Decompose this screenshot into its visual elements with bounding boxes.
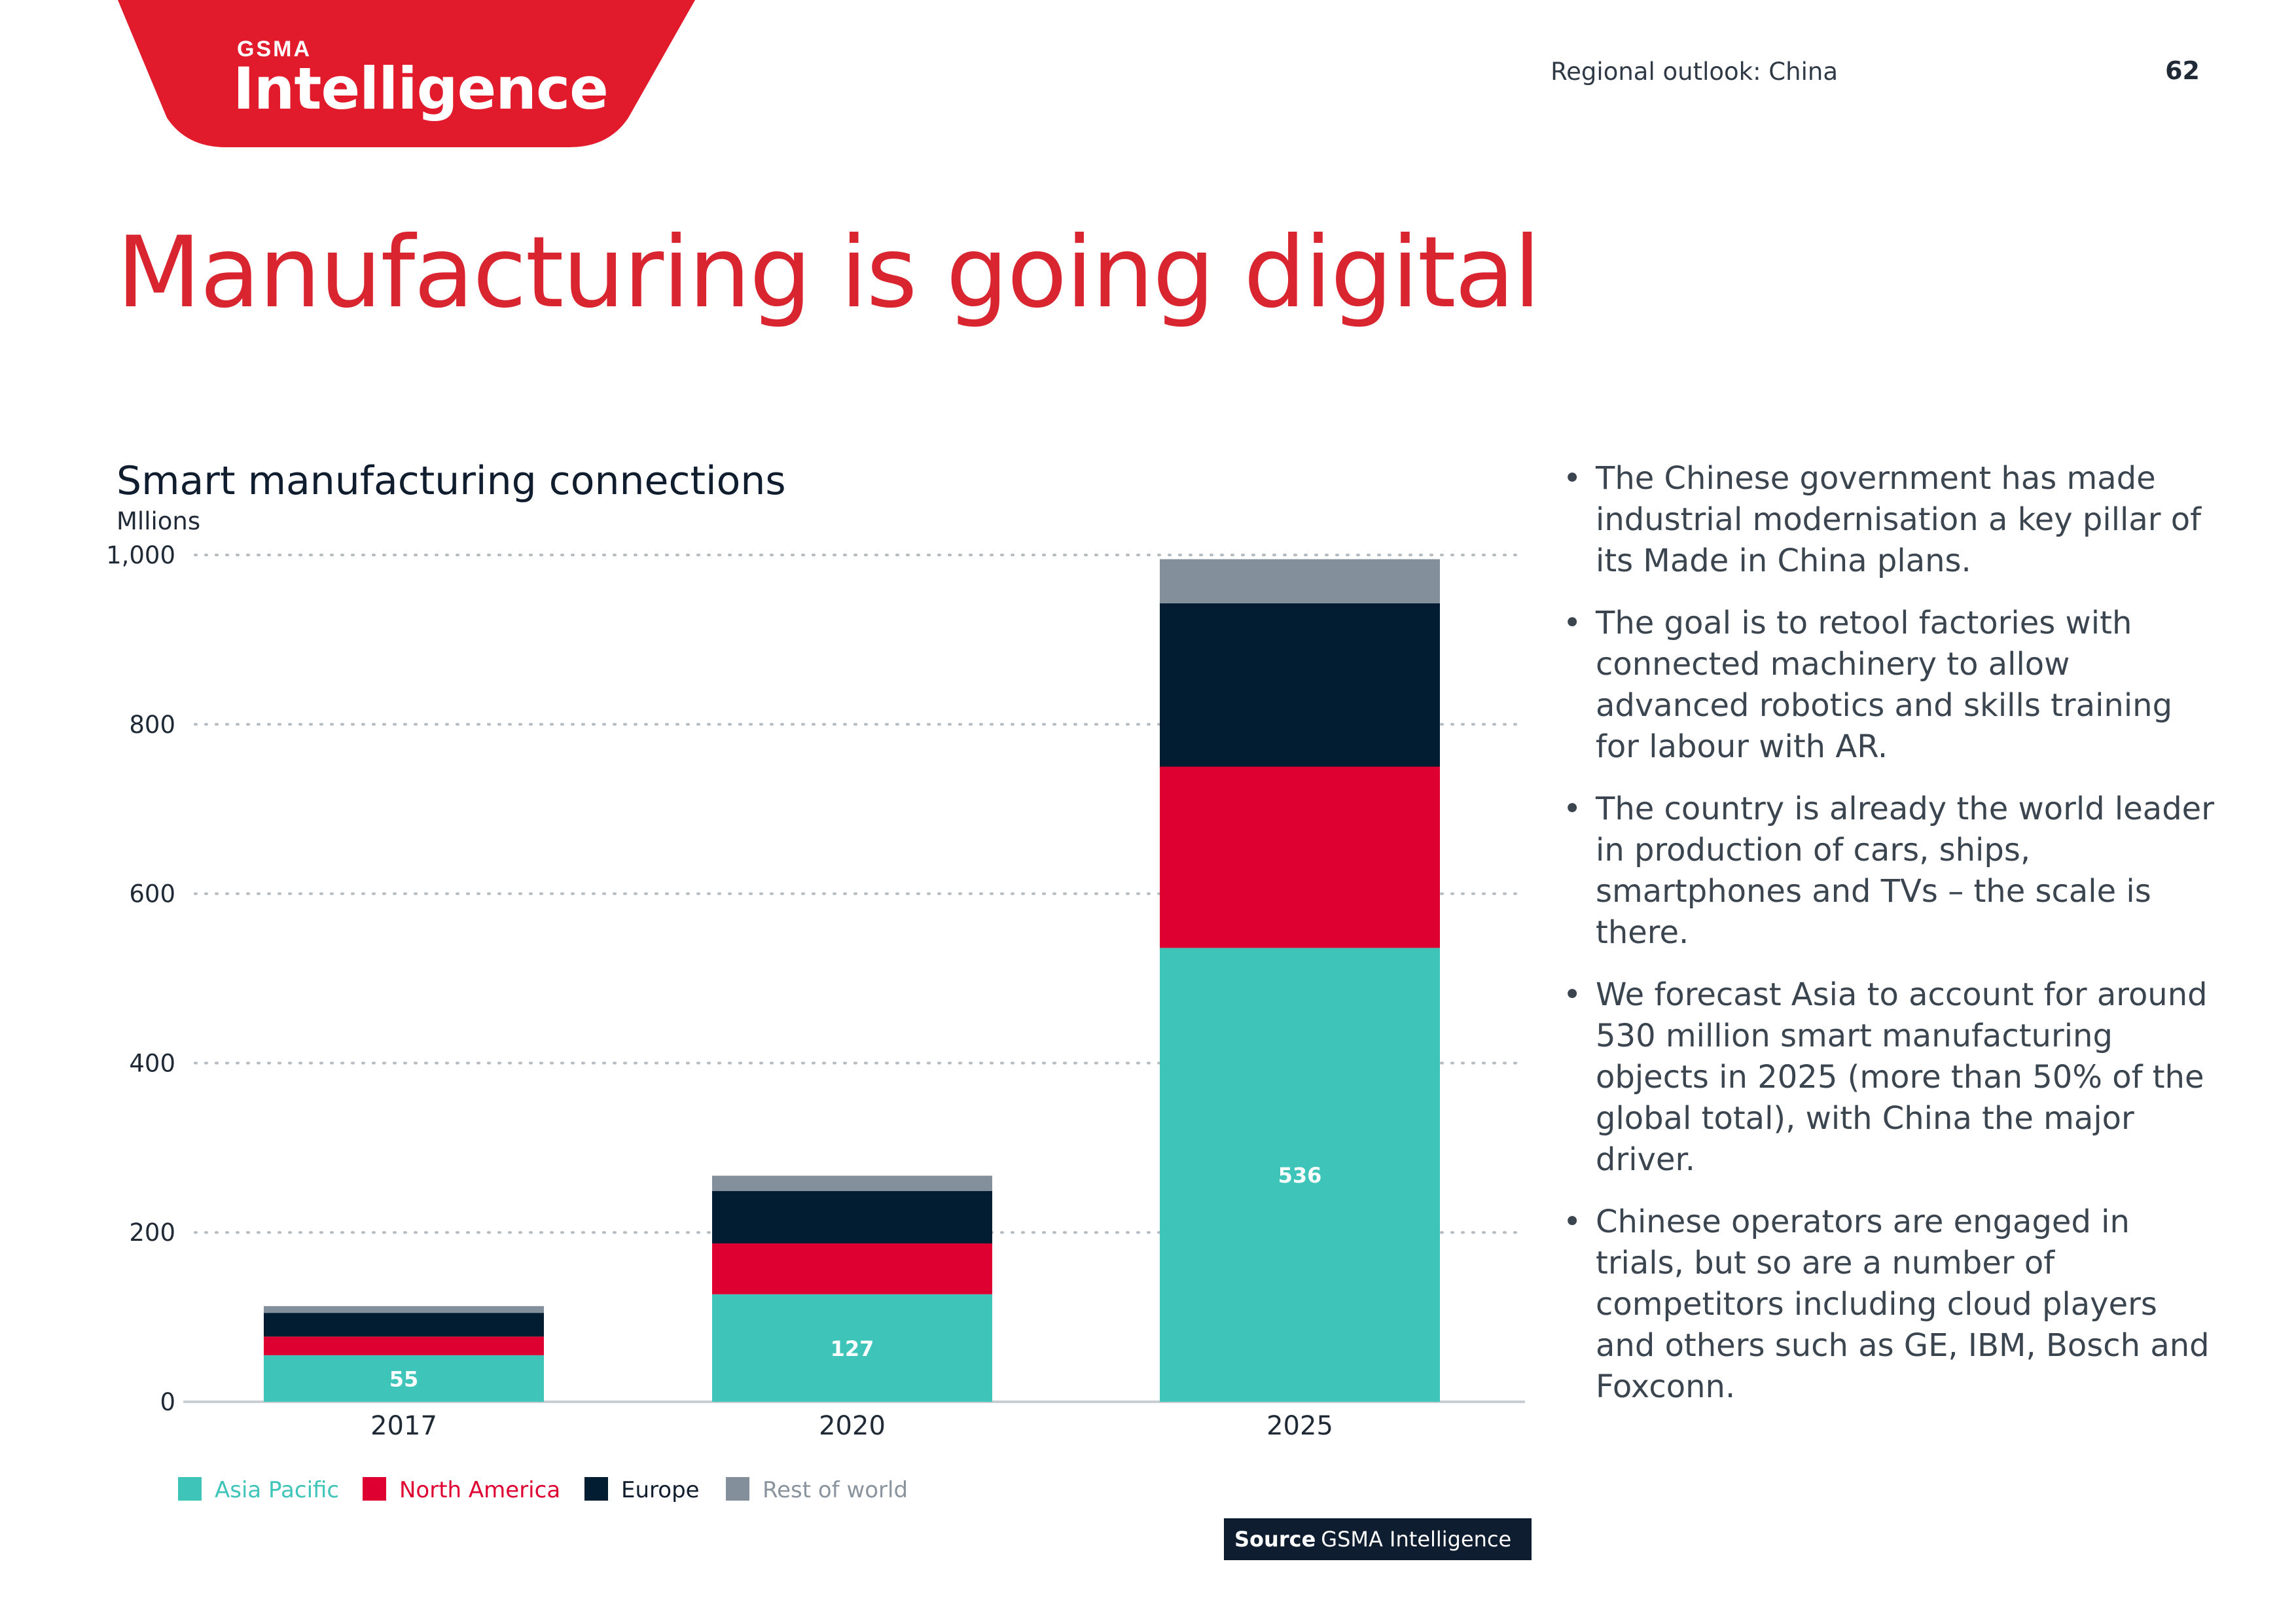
bullet-text: We forecast Asia to account for around 5… xyxy=(1596,976,2208,1178)
bullet-dot-icon: • xyxy=(1563,605,1582,641)
bullet-dot-icon: • xyxy=(1563,976,1582,1013)
logo-small-text: GSMA xyxy=(237,37,312,62)
chart-y-units: Mllions xyxy=(117,507,201,535)
bar-segment xyxy=(1160,948,1440,1402)
bar-segment xyxy=(264,1306,544,1313)
legend-swatch xyxy=(178,1477,202,1501)
y-tick-label: 400 xyxy=(129,1049,175,1077)
bar-segment xyxy=(712,1190,992,1244)
bar-segment xyxy=(264,1355,544,1402)
bullet-text: The country is already the world leader … xyxy=(1596,791,2214,951)
logo-banner-shape xyxy=(118,0,695,147)
bullet-dot-icon: • xyxy=(1563,460,1582,497)
bar-segment xyxy=(712,1243,992,1294)
bullet-item: • The Chinese government has made industr… xyxy=(1563,458,2217,582)
bullet-item: • Chinese operators are engaged in trials… xyxy=(1563,1202,2217,1408)
bar-value-label: 55 xyxy=(389,1366,419,1391)
legend-label: Rest of world xyxy=(762,1477,908,1503)
legend-swatch xyxy=(726,1477,749,1501)
source-box: Source GSMA Intelligence xyxy=(1224,1518,1532,1560)
page-title: Manufacturing is going digital xyxy=(117,216,1541,330)
bar-segment xyxy=(712,1294,992,1402)
bar-segment xyxy=(1160,766,1440,948)
source-label: Source xyxy=(1234,1527,1316,1552)
bar-segment xyxy=(1160,603,1440,767)
bullet-dot-icon: • xyxy=(1563,791,1582,827)
x-tick-label: 2017 xyxy=(370,1411,437,1441)
page-number: 62 xyxy=(2165,56,2200,85)
bar-value-label: 127 xyxy=(831,1336,874,1361)
bullet-list: • The Chinese government has made industr… xyxy=(1563,458,2217,1429)
legend-label: North America xyxy=(399,1477,560,1503)
y-tick-label: 800 xyxy=(129,711,175,739)
y-tick-label: 600 xyxy=(129,880,175,908)
logo-banner-bg xyxy=(118,0,695,147)
labels-layer: 0 200 400 600 800 1,000 55 2017 127 2020 536 2025 xyxy=(106,541,1333,1441)
bullet-text: The goal is to retool factories with con… xyxy=(1596,605,2173,765)
bullet-text: The Chinese government has made industri… xyxy=(1596,460,2202,579)
x-tick-label: 2025 xyxy=(1266,1411,1333,1441)
bar-segment xyxy=(264,1336,544,1355)
logo-big-text: Intelligence xyxy=(233,55,609,122)
y-tick-label: 1,000 xyxy=(106,541,175,569)
source-text: GSMA Intelligence xyxy=(1321,1527,1512,1552)
bullet-item: • We forecast Asia to account for around … xyxy=(1563,974,2217,1181)
bullet-dot-icon: • xyxy=(1563,1204,1582,1240)
legend-label: Asia Pacific xyxy=(215,1477,339,1503)
legend-swatch xyxy=(584,1477,608,1501)
chart-title: Smart manufacturing connections xyxy=(117,458,786,504)
stacked-bar-chart: 0 200 400 600 800 1,000 55 2017 127 2020 536 2025 A… xyxy=(106,541,1526,1503)
y-tick-label: 200 xyxy=(129,1219,175,1247)
bar-segment xyxy=(1160,559,1440,603)
y-tick-label: 0 xyxy=(160,1388,175,1416)
legend-layer: Asia Pacific North America Europe Rest of w… xyxy=(178,1477,908,1503)
x-tick-label: 2020 xyxy=(819,1411,886,1441)
bars-layer xyxy=(264,559,1440,1402)
legend-swatch xyxy=(363,1477,386,1501)
logo: GSMA Intelligence xyxy=(0,0,720,151)
bullet-text: Chinese operators are engaged in trials,… xyxy=(1596,1204,2210,1405)
legend-label: Europe xyxy=(621,1477,700,1503)
bar-segment xyxy=(712,1175,992,1191)
bullet-item: • The goal is to retool factories with co… xyxy=(1563,603,2217,768)
section-title: Regional outlook: China xyxy=(1551,58,1838,86)
bar-value-label: 536 xyxy=(1278,1163,1322,1188)
bullet-item: • The country is already the world leader… xyxy=(1563,789,2217,954)
bar-segment xyxy=(264,1313,544,1337)
